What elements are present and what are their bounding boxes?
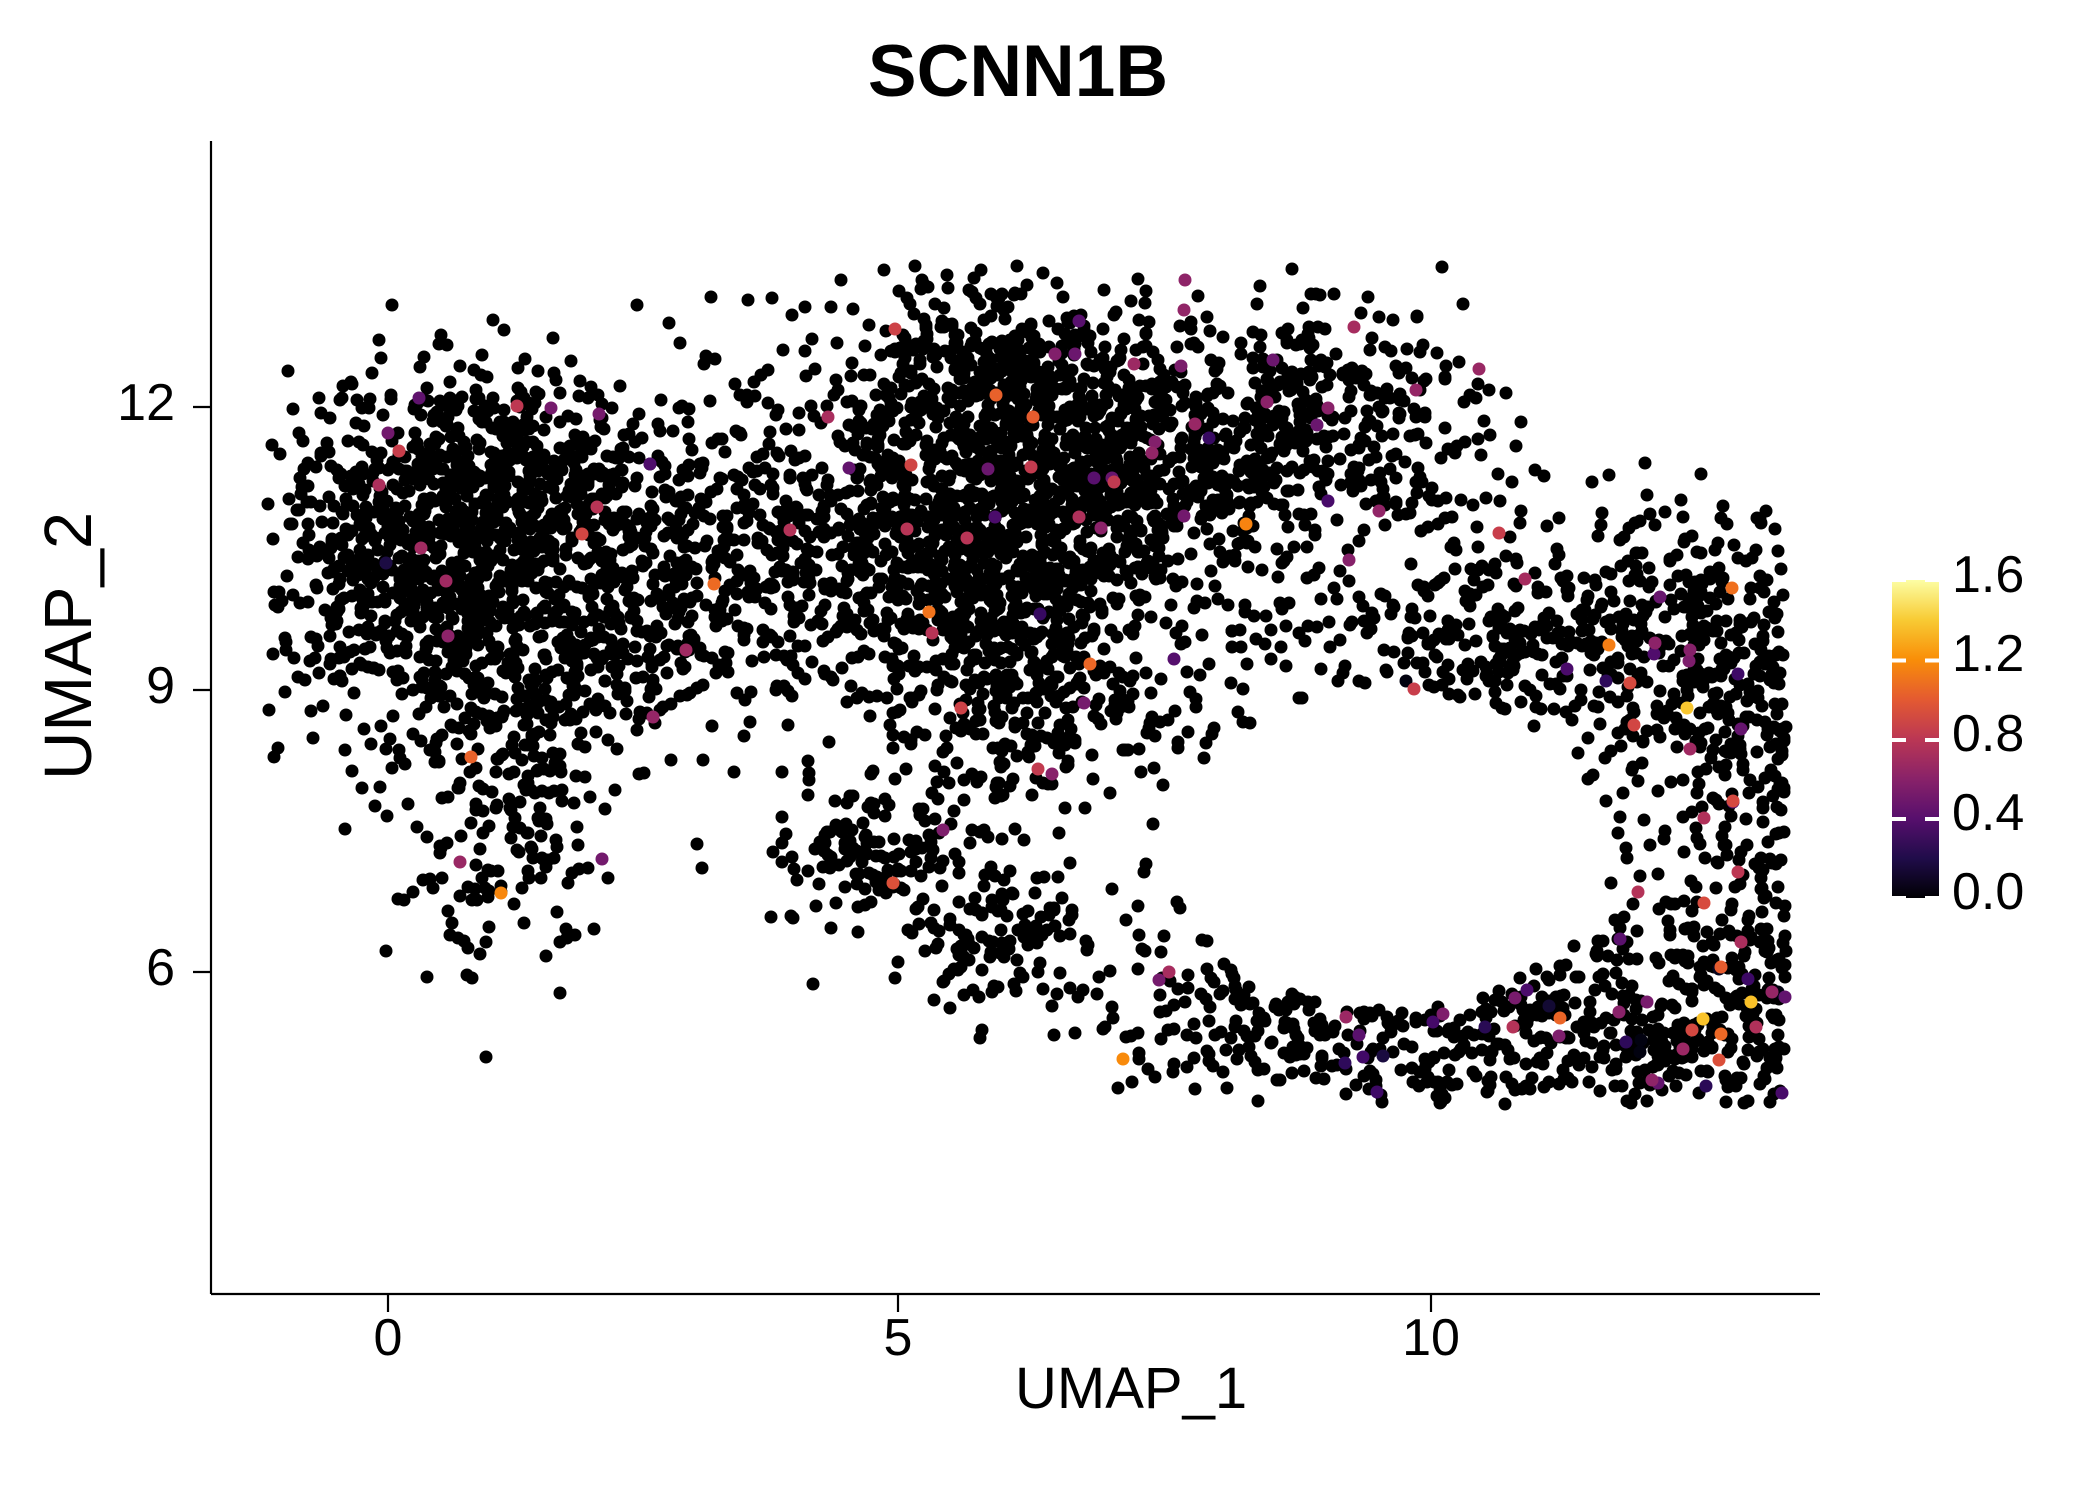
- svg-text:10: 10: [1402, 1309, 1460, 1367]
- svg-text:12: 12: [117, 374, 175, 432]
- svg-text:0.0: 0.0: [1952, 863, 2024, 921]
- svg-text:6: 6: [146, 939, 175, 997]
- svg-text:0.4: 0.4: [1952, 784, 2024, 842]
- svg-text:9: 9: [146, 657, 175, 715]
- svg-text:0.8: 0.8: [1952, 705, 2024, 763]
- svg-text:1.2: 1.2: [1952, 625, 2024, 683]
- svg-text:0: 0: [374, 1309, 403, 1367]
- svg-text:5: 5: [884, 1309, 913, 1367]
- svg-text:1.6: 1.6: [1952, 546, 2024, 604]
